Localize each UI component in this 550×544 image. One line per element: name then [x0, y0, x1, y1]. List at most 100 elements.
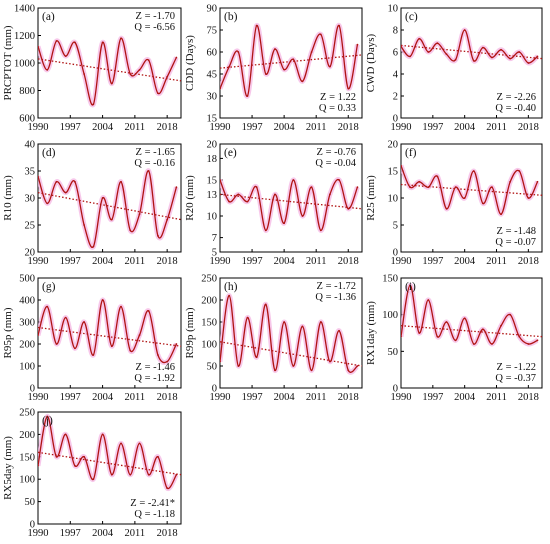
x-tick-label: 2004 — [92, 528, 114, 539]
y-tick-label: 0 — [393, 114, 398, 125]
x-tick-label: 2011 — [306, 256, 327, 267]
y-axis-label: R10 (mm) — [2, 175, 14, 221]
panel-label: (f) — [405, 147, 417, 159]
data-point — [46, 415, 49, 418]
data-point — [427, 299, 430, 301]
data-point — [518, 335, 521, 338]
y-tick-label: 100 — [201, 340, 217, 351]
axes-frame — [219, 277, 363, 389]
data-point — [166, 487, 169, 490]
x-tick-label: 2011 — [486, 122, 507, 133]
data-point — [409, 55, 411, 58]
y-tick-label: 200 — [201, 296, 217, 307]
data-point — [356, 186, 359, 189]
data-point — [536, 55, 539, 58]
y-tick-label: 250 — [201, 274, 217, 285]
stat-q: Q = -0.07 — [495, 237, 536, 248]
data-point — [166, 360, 169, 363]
data-point — [472, 343, 475, 345]
data-point — [347, 207, 350, 210]
x-tick-label: 2004 — [274, 256, 296, 267]
y-tick-label: 2 — [393, 92, 398, 103]
y-tick-label: 100 — [19, 475, 35, 486]
data-point — [129, 73, 132, 75]
data-point — [338, 24, 340, 27]
data-point — [220, 360, 221, 363]
data-point — [64, 316, 67, 319]
y-tick-label: 0 — [30, 384, 35, 395]
data-point — [83, 321, 86, 323]
y-tick-label: 18 — [207, 154, 218, 165]
panel-j: 0 50 100 150 200 250 1990 1997 2004 2011 2018 RX5da… — [2, 408, 182, 539]
x-tick-label: 1997 — [60, 256, 81, 267]
data-point — [509, 57, 512, 60]
stat-z: Z = -1.22 — [497, 362, 536, 373]
stat-z: Z = 1.22 — [320, 92, 356, 103]
x-tick-label: 1990 — [28, 256, 49, 267]
data-point — [481, 46, 484, 49]
series-halo — [38, 297, 179, 366]
series-line — [220, 24, 359, 97]
series-line — [38, 170, 178, 249]
trend-line — [220, 341, 362, 367]
data-point — [83, 73, 86, 75]
data-point — [228, 294, 231, 297]
data-point — [329, 193, 331, 196]
data-point — [347, 369, 350, 372]
panel-b: 15 30 45 60 75 90 1990 1997 2004 2011 2018 CDD (Day… — [184, 4, 363, 133]
x-tick-label: 2018 — [518, 392, 539, 403]
data-point — [237, 51, 240, 53]
x-tick-label: 2011 — [125, 528, 146, 539]
series-line — [220, 178, 359, 232]
data-point — [120, 180, 122, 183]
data-point — [527, 62, 530, 64]
y-tick-label: 15 — [207, 176, 218, 187]
data-point — [46, 305, 49, 308]
stat-z: Z = -1.48 — [497, 226, 536, 237]
plot-area — [220, 23, 362, 99]
y-tick-label: 150 — [382, 274, 398, 285]
y-tick-label: 50 — [207, 362, 218, 373]
x-tick-label: 2018 — [157, 528, 178, 539]
series-line — [401, 284, 538, 345]
y-tick-label: 0 — [393, 384, 398, 395]
y-tick-label: 5 — [212, 248, 217, 259]
x-tick-label: 1997 — [242, 122, 263, 133]
data-point — [129, 229, 132, 232]
x-tick-label: 1997 — [60, 528, 81, 539]
data-point — [74, 464, 76, 467]
data-point — [427, 51, 430, 53]
y-axis-label: CWD (Days) — [365, 33, 377, 92]
data-point — [454, 58, 457, 61]
data-point — [101, 433, 104, 436]
data-point — [55, 343, 58, 345]
y-tick-label: 10 — [388, 194, 399, 205]
data-point — [274, 48, 276, 50]
trend-line — [220, 193, 362, 210]
data-point — [491, 343, 493, 345]
x-tick-label: 1990 — [391, 256, 412, 267]
data-point — [101, 299, 104, 301]
data-point — [454, 339, 457, 342]
x-tick-label: 2018 — [338, 392, 359, 403]
stat-q: Q = 0.33 — [319, 103, 356, 114]
data-point — [436, 42, 439, 45]
data-point — [527, 197, 530, 199]
data-point — [38, 45, 39, 48]
data-point — [491, 56, 493, 59]
data-point — [274, 369, 276, 372]
data-point — [228, 200, 231, 203]
data-point — [356, 43, 359, 46]
plot-area — [38, 35, 181, 108]
data-point — [92, 478, 95, 481]
x-tick-label: 2011 — [306, 122, 327, 133]
data-point — [64, 55, 67, 58]
data-point — [274, 193, 276, 196]
data-point — [445, 207, 448, 210]
x-tick-label: 1990 — [28, 392, 49, 403]
data-point — [500, 48, 502, 51]
y-tick-label: 8 — [393, 26, 398, 37]
series-line — [220, 294, 358, 373]
panel-i: 0 50 100 150 1990 1997 2004 2011 2018 RX1day (mm)… — [365, 274, 543, 403]
data-point — [338, 179, 340, 181]
